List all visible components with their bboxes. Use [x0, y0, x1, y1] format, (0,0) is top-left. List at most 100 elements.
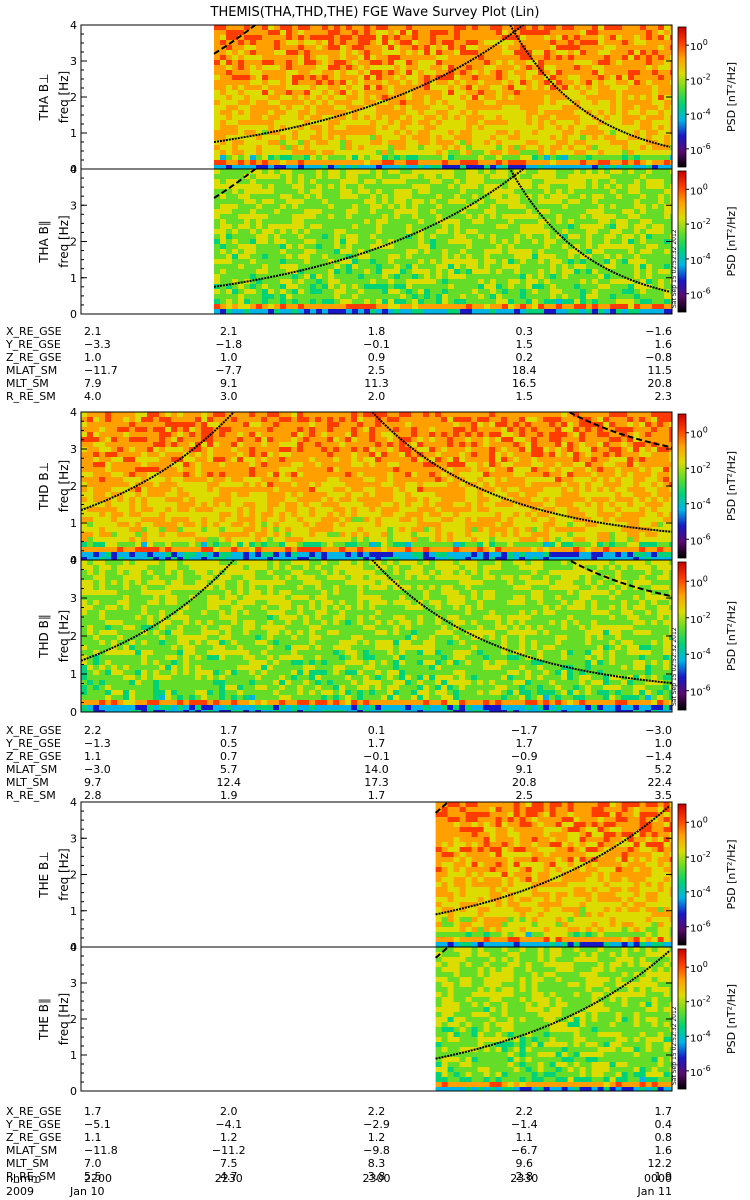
panel-label: THE B∥: [37, 998, 51, 1041]
y-tick-label: 1: [70, 905, 77, 918]
y-tick-label: 4: [70, 163, 77, 176]
y-tick-label: 0: [70, 1085, 77, 1098]
ephemeris-value: 2.2: [84, 724, 102, 737]
colorbar-tick-label: 100: [690, 960, 708, 975]
panel-the-perp: 0 1 2 3 4 THE B⊥ freq [Hz] 100 10-2 10-4 10-6 PSD […: [37, 796, 738, 954]
panel-label: THD B∥: [37, 614, 51, 659]
colorbar-tick-label: 10-4: [690, 1029, 711, 1044]
spectrogram-cells: [81, 412, 672, 560]
y-tick-label: 4: [70, 406, 77, 419]
y-axis: 0 1 2 3 4: [70, 554, 672, 719]
ephemeris-value: 8.3: [368, 1157, 386, 1170]
colorbar: 100 10-2 10-4 10-6 PSD [nT²/Hz]: [677, 413, 738, 559]
time-tick-labels: 2200 2230 2300 2330 0000: [84, 1172, 672, 1185]
y-axis-label: freq [Hz]: [57, 610, 71, 662]
time-tick-label: 0000: [644, 1172, 672, 1185]
ephemeris-value: 14.0: [364, 763, 389, 776]
spectrogram-cells: [81, 560, 672, 712]
y-tick-label: 2: [70, 1013, 77, 1026]
ephemeris-value: 9.6: [516, 1157, 534, 1170]
y-tick-label: 2: [70, 480, 77, 493]
ephemeris-tables: X_RE_GSE 2.1 2.1 1.8 0.3 −1.6 Y_RE_GSE −3.3 −1.8…: [5, 325, 672, 1183]
timestamp-stamp: Sat Sep 15 02:52:32 2012: [671, 229, 678, 308]
ephemeris-value: 0.1: [368, 724, 386, 737]
ephemeris-row-name: MLAT_SM: [6, 763, 57, 776]
colorbar-label: PSD [nT²/Hz]: [725, 206, 738, 276]
ephemeris-value: 3.0: [220, 390, 238, 403]
panel-tha-par: 0 1 2 3 4 THA B∥ freq [Hz] 100 10-2 10-4 10-6 PSD […: [37, 163, 738, 321]
year-label: 2009: [6, 1185, 34, 1198]
ephemeris-value: 2.0: [368, 390, 386, 403]
y-tick-label: 3: [70, 55, 77, 68]
ephemeris-value: 5.7: [220, 763, 238, 776]
ephemeris-value: 1.5: [516, 390, 534, 403]
panel-label: THD B⊥: [37, 462, 51, 511]
ephemeris-value: 2.1: [84, 325, 102, 338]
ephemeris-row-name: Y_RE_GSE: [5, 737, 61, 750]
ephemeris-value: −11.8: [84, 1144, 118, 1157]
spectrogram-cells: [214, 25, 672, 169]
ephemeris-value: −0.1: [363, 338, 390, 351]
colorbar-label: PSD [nT²/Hz]: [725, 984, 738, 1054]
ephemeris-row-name: R_RE_SM: [6, 789, 56, 802]
ephemeris-row-name: MLT_SM: [6, 1157, 49, 1170]
ephemeris-row-name: Y_RE_GSE: [5, 338, 61, 351]
colorbar-tick-label: 10-4: [690, 647, 711, 662]
ephemeris-value: 2.2: [516, 1105, 534, 1118]
ephemeris-value: 9.1: [516, 763, 534, 776]
ephemeris-value: 1.5: [516, 338, 534, 351]
spectrogram-cells: [435, 802, 672, 947]
ephemeris-value: 1.7: [368, 737, 386, 750]
y-tick-label: 2: [70, 869, 77, 882]
y-tick-label: 1: [70, 1049, 77, 1062]
colorbar-label: PSD [nT²/Hz]: [725, 601, 738, 671]
ephemeris-value: 1.7: [220, 724, 238, 737]
y-tick-label: 1: [70, 272, 77, 285]
y-tick-label: 0: [70, 554, 77, 567]
ephemeris-row-name: R_RE_SM: [6, 390, 56, 403]
time-tick-label: 2200: [84, 1172, 112, 1185]
timestamp-stamp: Sat Sep 15 02:52:32 2012: [671, 1006, 678, 1085]
y-tick-label: 2: [70, 91, 77, 104]
time-tick-label: 2230: [215, 1172, 243, 1185]
colorbar-tick-label: 10-4: [690, 107, 711, 122]
ephemeris-value: 20.8: [512, 776, 537, 789]
ephemeris-value: 0.9: [368, 351, 386, 364]
time-tick-label: 2300: [363, 1172, 391, 1185]
ephemeris-value: −9.8: [363, 1144, 390, 1157]
cyclotron-curves: [81, 560, 672, 685]
y-tick-label: 4: [70, 941, 77, 954]
colorbar-tick-label: 100: [690, 38, 708, 53]
y-tick-label: 0: [70, 706, 77, 719]
colorbar-tick-label: 10-6: [690, 287, 711, 302]
ephemeris-value: 0.8: [655, 1131, 673, 1144]
ephemeris-value: 1.0: [655, 737, 673, 750]
colorbar-tick-label: 10-2: [690, 611, 711, 626]
ephemeris-value: −1.7: [511, 724, 538, 737]
panel-thd-perp: 0 1 2 3 4 THD B⊥ freq [Hz] 100 10-2 10-4 10-6 PSD […: [37, 406, 738, 567]
ephemeris-value: 1.1: [84, 1131, 102, 1144]
panel-label: THE B⊥: [37, 851, 51, 898]
ephemeris-value: 5.2: [655, 763, 673, 776]
ephemeris-value: 0.7: [220, 750, 238, 763]
ephemeris-value: −1.4: [645, 750, 672, 763]
ephemeris-value: 17.3: [364, 776, 389, 789]
ephemeris-value: 1.1: [516, 1131, 534, 1144]
ephemeris-value: 2.2: [368, 1105, 386, 1118]
colorbar-label: PSD [nT²/Hz]: [725, 62, 738, 132]
ephemeris-row-name: Z_RE_GSE: [6, 1131, 62, 1144]
timestamp-stamp: Sat Sep 15 02:52:32 2012: [671, 627, 678, 706]
colorbar-label: PSD [nT²/Hz]: [725, 839, 738, 909]
ephemeris-row-name: MLT_SM: [6, 776, 49, 789]
ephemeris-value: 7.0: [84, 1157, 102, 1170]
ephemeris-value: −3.0: [645, 724, 672, 737]
colorbar-tick-label: 10-6: [690, 684, 711, 699]
ephemeris-value: 1.0: [220, 351, 238, 364]
ephemeris-value: −1.4: [511, 1118, 538, 1131]
ephemeris-value: 18.4: [512, 364, 537, 377]
colorbar: 100 10-2 10-4 10-6 PSD [nT²/Hz]: [677, 561, 738, 711]
ephemeris-value: 2.1: [220, 325, 238, 338]
ephemeris-value: 1.2: [368, 1131, 386, 1144]
colorbar: 100 10-2 10-4 10-6 PSD [nT²/Hz]: [677, 170, 738, 313]
